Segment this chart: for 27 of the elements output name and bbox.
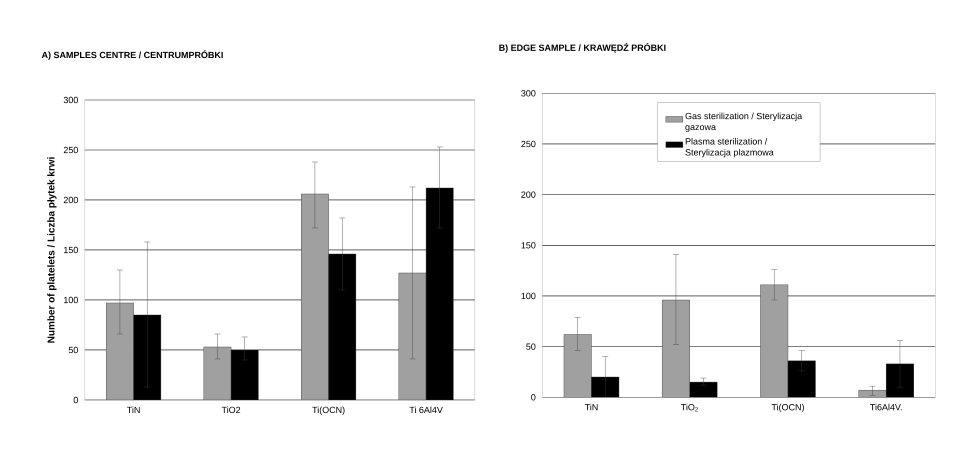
x-tick-label: Ti(OCN) — [772, 404, 804, 412]
x-tick-label: Ti6Al4V. — [870, 404, 902, 410]
y-tick-label: 300 — [64, 96, 78, 104]
y-tick-label: 250 — [64, 146, 78, 154]
y-tick-label: 0 — [74, 396, 78, 404]
y-tick-label: 0 — [531, 394, 536, 400]
y-tick-label: 100 — [64, 296, 78, 304]
x-tick-label: Ti(OCN) — [312, 406, 345, 415]
x-tick-label: TiN — [126, 406, 140, 414]
y-tick-label: 100 — [522, 292, 536, 300]
y-tick-label: 200 — [64, 196, 78, 204]
legend-label: Plasma sterilization / Sterylizacja plazmowa — [685, 138, 774, 158]
y-tick-label: 150 — [64, 246, 78, 254]
x-tick-label: TiO2 — [222, 406, 240, 414]
x-tick-label: Ti 6Al4V — [410, 406, 443, 414]
y-tick-label: 150 — [522, 242, 536, 248]
y-tick-label: 250 — [521, 140, 536, 148]
y-axis-title: Number of platelets / Liczba płytek krwi — [47, 157, 57, 343]
y-tick-label: 50 — [526, 343, 536, 350]
x-tick-label: TiN — [584, 404, 598, 410]
legend-label: Gas sterilization / Sterylizacja gazowa — [685, 112, 802, 132]
y-tick-label: 200 — [521, 191, 536, 198]
chart-title: A) SAMPLES CENTRE / CENTRUMPRÓBKI — [42, 50, 223, 60]
y-tick-label: 50 — [68, 346, 78, 354]
y-tick-label: 300 — [521, 90, 536, 96]
chart-title: B) EDGE SAMPLE / KRAWĘDŹ PRÓBKI — [499, 42, 666, 53]
x-tick-label: TiO$_{2}$ — [680, 404, 698, 412]
